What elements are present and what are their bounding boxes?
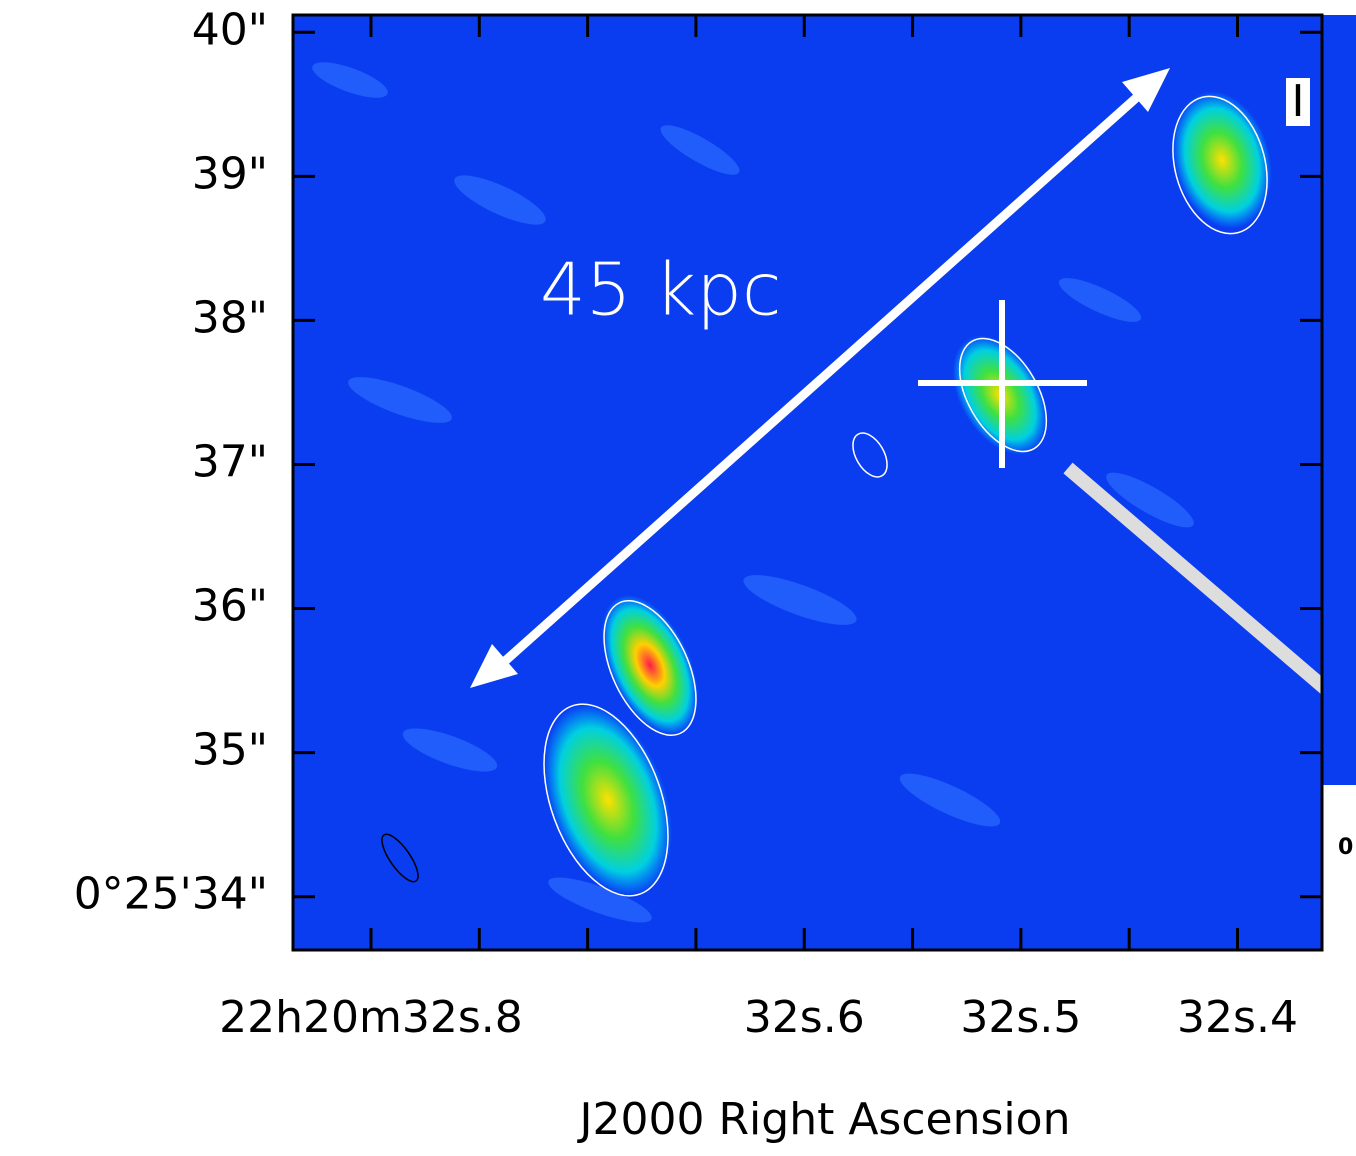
panel-label: I xyxy=(1292,76,1305,127)
cross xyxy=(918,300,1087,468)
y-tick-label: 37" xyxy=(192,436,268,487)
scale-label: 45 kpc xyxy=(540,248,782,332)
frame xyxy=(291,13,1324,952)
x-tick-label: 32s.4 xyxy=(1177,992,1298,1043)
cut-text: 0 xyxy=(1338,835,1353,860)
x-axis-label: J2000 Right Ascension xyxy=(577,1094,1071,1145)
y-tick-label: 35" xyxy=(192,725,268,776)
map xyxy=(293,15,1322,950)
x-tick-label: 32s.6 xyxy=(744,992,865,1043)
y-tick-label: 36" xyxy=(192,581,268,632)
scale-arrow xyxy=(470,68,1170,688)
x-tick-label: 22h20m32s.8 xyxy=(219,992,523,1043)
y-tick-label: 38" xyxy=(192,292,268,343)
y-tick-label: 39" xyxy=(192,148,268,199)
x-tick-label: 32s.5 xyxy=(960,992,1081,1043)
y-tick-label: 0°25'34" xyxy=(74,869,268,920)
next-panel xyxy=(1322,15,1356,785)
y-tick-label: 40" xyxy=(192,4,268,55)
